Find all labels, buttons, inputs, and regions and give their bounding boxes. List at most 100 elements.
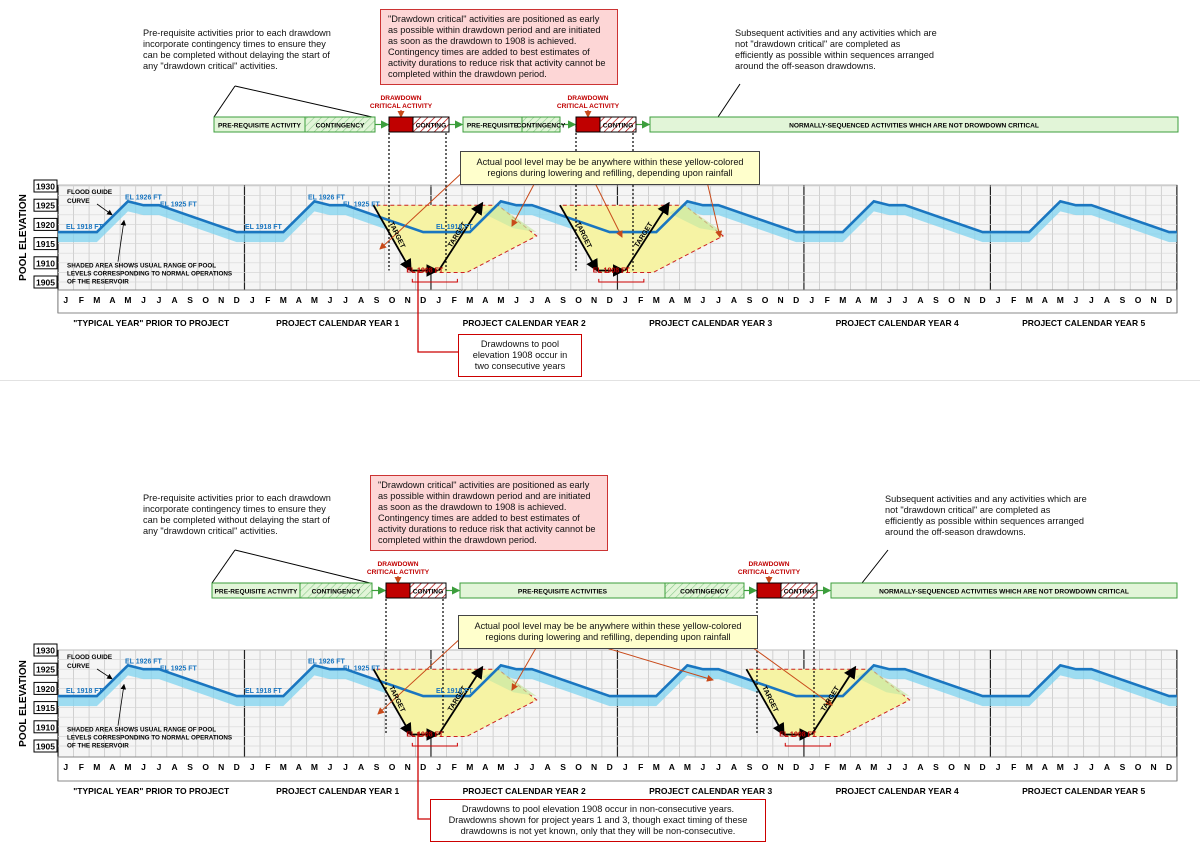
month-label: O [948, 762, 955, 772]
month-label: J [530, 295, 535, 305]
y-tick-box [33, 681, 58, 695]
critical-contingency-bar [409, 582, 447, 599]
callout-subsequent-bottom: Subsequent activities and any activities… [885, 494, 1090, 538]
month-label: J [809, 295, 814, 305]
year-label: PROJECT CALENDAR YEAR 2 [463, 786, 586, 796]
month-label: O [202, 295, 209, 305]
month-label: D [980, 295, 986, 305]
month-label: F [79, 295, 84, 305]
month-label: J [1089, 762, 1094, 772]
month-label: S [747, 762, 753, 772]
el-1908-label: EL 1908 FT [779, 731, 817, 738]
critical-activity-bar [385, 582, 411, 599]
month-label: J [701, 762, 706, 772]
month-label: A [731, 762, 737, 772]
month-label: M [653, 762, 660, 772]
month-label: A [109, 295, 115, 305]
month-label: A [855, 295, 861, 305]
month-label: M [497, 295, 504, 305]
year-label: PROJECT CALENDAR YEAR 3 [649, 318, 772, 328]
conting-label: CONTING [603, 123, 633, 130]
contingency-bar [664, 582, 745, 599]
green-activity-label: NORMALLY-SEQUENCED ACTIVITIES WHICH ARE … [879, 589, 1129, 596]
el-1908-label: EL 1908 FT [406, 731, 444, 738]
contingency-label: CONTINGENCY [680, 589, 729, 596]
month-label: O [762, 762, 769, 772]
critical-label: DRAWDOWN [567, 95, 608, 102]
month-label: N [405, 295, 411, 305]
overlap-region [668, 205, 724, 233]
normal-range-band [58, 665, 1177, 707]
month-label: M [1026, 762, 1033, 772]
month-label: A [544, 762, 550, 772]
shaded-area-label: SHADED AREA SHOWS USUAL RANGE OF POOL LEV… [67, 727, 232, 750]
month-row [57, 289, 1178, 314]
month-label: S [560, 295, 566, 305]
y-axis-title: POOL ELEVATION [18, 660, 29, 747]
el-1908-label: EL 1908 FT [593, 267, 631, 274]
green-activity-bar [830, 582, 1178, 599]
year-label: PROJECT CALENDAR YEAR 3 [649, 786, 772, 796]
month-label: M [684, 295, 691, 305]
flood-guide-curve [58, 663, 1177, 698]
critical-activity-bar [756, 582, 782, 599]
y-tick-label: 1920 [36, 220, 55, 230]
month-label: A [731, 295, 737, 305]
month-label: S [933, 295, 939, 305]
month-label: S [560, 762, 566, 772]
month-label: A [358, 295, 364, 305]
callout-pointer [234, 549, 371, 584]
callout-pointer [861, 549, 889, 584]
month-label: M [93, 295, 100, 305]
month-label: S [374, 295, 380, 305]
callout-subsequent-top: Subsequent activities and any activities… [735, 28, 940, 72]
shaded-area-pointer [117, 683, 127, 726]
month-label: A [1042, 295, 1048, 305]
month-label: J [141, 762, 146, 772]
month-label: A [917, 295, 923, 305]
month-label: J [996, 762, 1001, 772]
el-1918-label: EL 1918 FT [66, 688, 104, 695]
month-label: A [109, 762, 115, 772]
el-1926-label: EL 1926 FT [308, 194, 346, 201]
month-label: A [855, 762, 861, 772]
el-1925-label: EL 1925 FT [343, 202, 381, 209]
month-label: F [452, 762, 457, 772]
month-label: F [638, 295, 643, 305]
month-label: A [482, 295, 488, 305]
el-1918-label: EL 1918 FT [66, 224, 104, 231]
year-label: PROJECT CALENDAR YEAR 1 [276, 786, 399, 796]
month-label: J [250, 762, 255, 772]
refill-arrow [624, 201, 670, 271]
month-label: J [996, 295, 1001, 305]
month-label: O [762, 295, 769, 305]
month-label: N [964, 762, 970, 772]
month-label: D [607, 762, 613, 772]
lowering-arrow [745, 668, 785, 737]
critical-activity-bar [388, 116, 414, 133]
month-label: S [187, 295, 193, 305]
drawdown-note-connector [417, 270, 458, 353]
month-label: S [1120, 762, 1126, 772]
month-label: J [63, 295, 68, 305]
month-label: M [870, 295, 877, 305]
month-label: J [809, 762, 814, 772]
y-tick-box [33, 198, 58, 212]
year-label: PROJECT CALENDAR YEAR 4 [836, 786, 959, 796]
month-label: N [1150, 762, 1156, 772]
month-label: J [343, 295, 348, 305]
month-label: D [420, 295, 426, 305]
month-label: O [575, 295, 582, 305]
el-1918-label: EL 1918 FT [245, 224, 283, 231]
month-label: O [389, 762, 396, 772]
month-label: M [1026, 295, 1033, 305]
y-tick-label: 1910 [36, 258, 55, 268]
overlap-region [855, 669, 910, 697]
critical-label: CRITICAL ACTIVITY [370, 103, 433, 110]
contingency-label: CONTINGENCY [517, 123, 566, 130]
critical-label: CRITICAL ACTIVITY [557, 103, 620, 110]
refill-arrow [437, 665, 484, 735]
month-label: D [793, 295, 799, 305]
